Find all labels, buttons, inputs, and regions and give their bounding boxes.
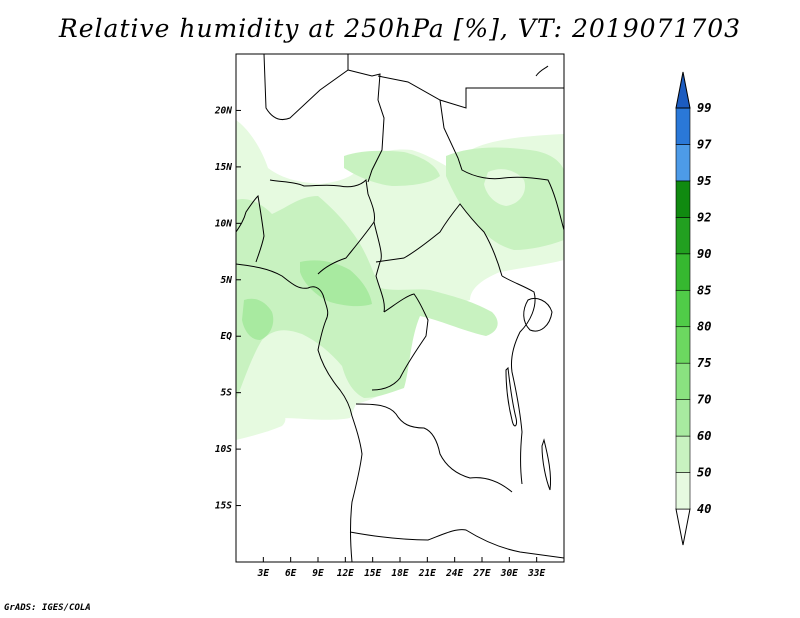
humidity-region-central <box>300 260 372 307</box>
red-sea-coast <box>535 65 549 77</box>
x-tick-label: 12E <box>337 568 354 579</box>
colorbar: 40 50 60 70 75 80 85 90 92 95 97 99 <box>675 71 712 546</box>
border-libya-chad <box>347 69 385 183</box>
y-tick-label: 15N <box>215 162 232 173</box>
coastline-borders <box>236 54 564 562</box>
humidity-region-north <box>344 150 440 186</box>
colorbar-box-6 <box>675 289 691 328</box>
colorbar-box-4 <box>675 362 691 400</box>
map-title: Relative humidity at 250hPa [%], VT: 201… <box>58 14 742 43</box>
colorbar-box-11 <box>675 107 691 145</box>
lake-malawi <box>541 438 551 491</box>
x-tick-label: 33E <box>527 568 545 579</box>
humidity-shading <box>236 120 564 440</box>
x-tick-label: 3E <box>257 568 270 579</box>
colorbar-label: 92 <box>697 210 711 224</box>
y-tick-label: 5N <box>221 275 233 286</box>
colorbar-box-2 <box>675 435 691 473</box>
colorbar-arrow-high <box>675 71 691 109</box>
colorbar-box-1 <box>675 472 691 510</box>
x-tick-label: 9E <box>312 568 324 579</box>
y-axis-ticks: 20N 15N 10N 5N EQ 5S 10S 15S <box>214 105 241 512</box>
y-tick-label: 15S <box>215 501 232 512</box>
humidity-region-coast <box>242 298 274 340</box>
colorbar-label: 50 <box>697 466 711 480</box>
y-tick-label: 10S <box>215 444 232 455</box>
border-sahel-east <box>439 99 564 231</box>
colorbar-label: 70 <box>697 393 711 407</box>
x-axis-ticks: 3E 6E 9E 12E 15E 18E 21E 24E 27E 30E 33E <box>257 557 546 579</box>
x-tick-label: 21E <box>418 568 436 579</box>
colorbar-label: 75 <box>697 356 711 370</box>
colorbar-box-7 <box>675 253 691 291</box>
border-south <box>349 529 564 559</box>
colorbar-box-10 <box>675 144 691 182</box>
colorbar-label: 97 <box>697 137 712 151</box>
colorbar-label: 60 <box>697 429 711 443</box>
humidity-region-south <box>236 409 286 440</box>
border-angola <box>355 403 513 493</box>
colorbar-box-8 <box>675 217 691 255</box>
lake-victoria <box>523 298 553 332</box>
x-tick-label: 24E <box>445 568 463 579</box>
colorbar-label: 99 <box>697 101 711 115</box>
border-car <box>375 203 503 277</box>
colorbar-box-9 <box>675 180 691 218</box>
x-tick-label: 27E <box>472 568 490 579</box>
border-cameroon <box>373 221 385 313</box>
colorbar-label: 95 <box>697 174 711 188</box>
y-tick-label: 20N <box>214 105 232 116</box>
x-tick-label: 15E <box>364 568 381 579</box>
west-africa-coast <box>236 194 265 263</box>
x-tick-label: 18E <box>391 568 408 579</box>
y-tick-label: EQ <box>221 331 233 342</box>
colorbar-label: 90 <box>697 247 711 261</box>
colorbar-label: 85 <box>697 283 711 297</box>
colorbar-label: 40 <box>697 502 711 516</box>
y-tick-label: 5S <box>221 388 233 399</box>
colorbar-box-3 <box>675 399 691 437</box>
grads-credit: GrADS: IGES/COLA <box>4 603 91 613</box>
border-sahara-west <box>263 54 349 121</box>
border-congo <box>371 293 429 391</box>
border-drc-east <box>501 275 536 485</box>
lake-tanganyika <box>505 366 517 427</box>
border-nigeria <box>269 178 375 275</box>
y-tick-label: 10N <box>215 218 232 229</box>
colorbar-arrow-low <box>675 508 691 546</box>
colorbar-label: 80 <box>697 320 711 334</box>
coastline <box>236 263 363 562</box>
x-tick-label: 30E <box>500 568 518 579</box>
x-tick-label: 6E <box>285 568 297 579</box>
colorbar-box-5 <box>675 326 691 364</box>
border-sudan-chad <box>377 75 564 109</box>
